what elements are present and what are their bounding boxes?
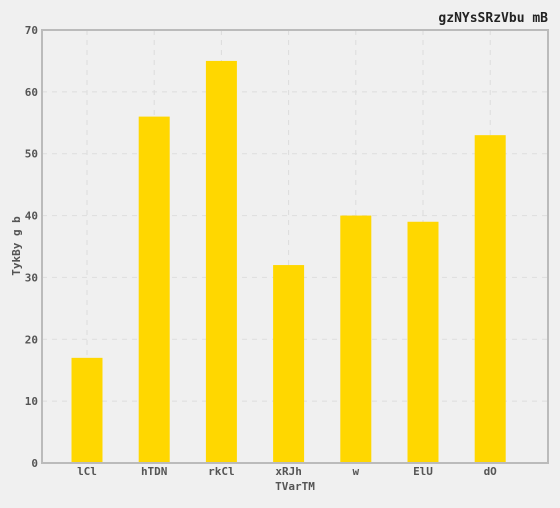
y-tick-label: 50 [25,148,38,161]
y-tick-label: 20 [25,333,38,346]
y-axis-label: TykBy g b [10,216,23,276]
y-axis-ticks: 0 10 20 30 40 50 60 70 [25,24,38,470]
bar-w [340,215,372,463]
plot-frame [41,29,549,464]
y-tick-label: 60 [25,86,38,99]
x-tick-label: lCl [77,465,97,478]
y-tick-label: 0 [31,457,38,470]
bar-ElU [407,221,439,463]
y-tick-label: 30 [25,271,38,284]
x-tick-label: xRJh [275,465,302,478]
x-tick-label: w [352,465,359,478]
bar-hTDN [138,116,170,463]
y-tick-label: 70 [25,24,38,37]
x-tick-label: dO [484,465,498,478]
bar-lCl [71,357,103,463]
chart-title: gzNYsSRzVbu mB [438,11,548,26]
x-tick-label: hTDN [141,465,168,478]
x-tick-label: ElU [413,465,433,478]
bar-xRJh [273,265,305,463]
x-axis-ticks: lCl hTDN rkCl xRJh w ElU dO [77,465,497,478]
y-tick-label: 10 [25,395,38,408]
bars [71,60,506,464]
x-axis-label: TVarTM [275,480,315,493]
bar-rkCl [205,60,237,464]
x-tick-label: rkCl [208,465,235,478]
y-tick-label: 40 [25,210,38,223]
bar-dO [474,135,506,463]
